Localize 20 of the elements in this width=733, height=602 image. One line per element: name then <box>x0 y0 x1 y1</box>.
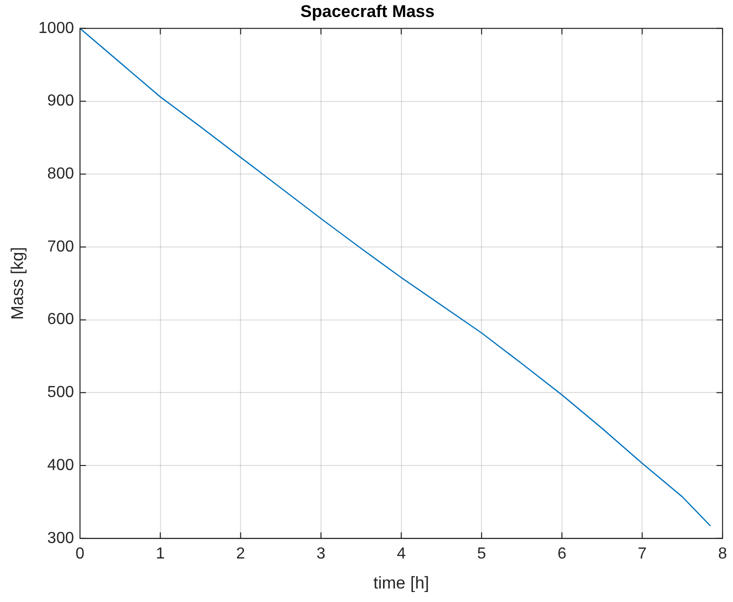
x-tick-label: 0 <box>76 545 85 562</box>
chart-title: Spacecraft Mass <box>300 2 435 21</box>
x-tick-label: 5 <box>477 545 486 562</box>
y-tick-label: 600 <box>47 311 74 328</box>
y-tick-label: 900 <box>47 92 74 110</box>
x-tick-label: 7 <box>638 545 647 562</box>
x-tick-label: 3 <box>316 545 326 562</box>
x-tick-label: 4 <box>396 545 406 562</box>
x-tick-label: 2 <box>236 545 246 562</box>
y-tick-label: 400 <box>47 456 74 474</box>
y-tick-label: 800 <box>47 166 74 183</box>
x-tick-label: 6 <box>557 545 566 562</box>
y-axis-title: Mass [kg] <box>8 247 27 320</box>
y-tick-label: 700 <box>47 238 74 256</box>
y-tick-label: 500 <box>47 384 74 402</box>
x-axis-title: time [h] <box>373 573 430 592</box>
x-tick-label: 1 <box>156 545 165 562</box>
x-tick-label: 8 <box>718 545 728 562</box>
y-tick-label: 1000 <box>38 20 74 37</box>
y-tick-label: 300 <box>47 530 74 547</box>
